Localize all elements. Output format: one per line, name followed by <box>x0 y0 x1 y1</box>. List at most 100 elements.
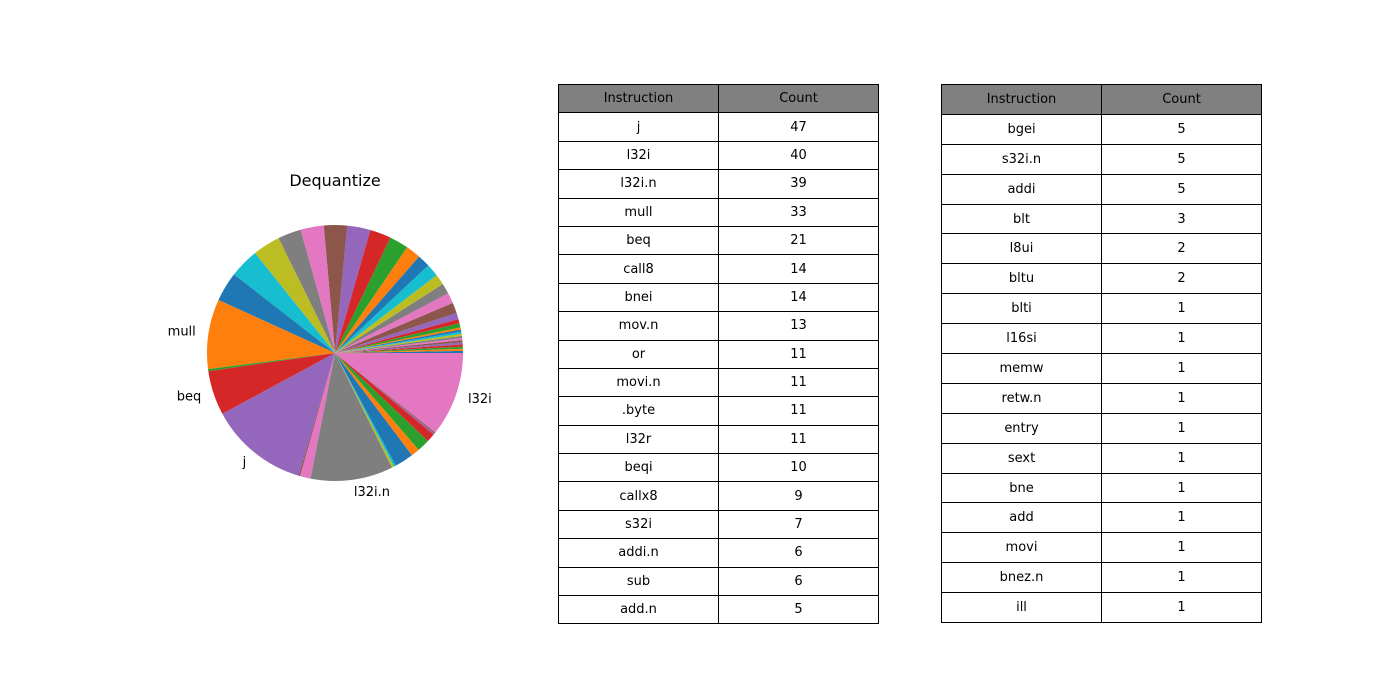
pie-slice <box>335 346 463 353</box>
count-cell: 6 <box>718 538 879 568</box>
pie-slice <box>335 327 461 353</box>
instruction-cell: retw.n <box>941 382 1102 414</box>
table-row: beq 21 <box>558 225 879 256</box>
pie-slice-label: l32i <box>468 392 492 407</box>
count-cell: 1 <box>1101 502 1262 534</box>
pie-chart: Dequantize mull beq j l32i.n l32i <box>168 171 492 501</box>
pie-slice <box>208 353 335 372</box>
table-row: ill 1 <box>941 592 1262 624</box>
instruction-cell: .byte <box>558 396 719 426</box>
table-row: l16si 1 <box>941 323 1262 355</box>
table-row: sub 6 <box>558 566 879 597</box>
pie-slice <box>335 319 460 353</box>
table-row: bgei 5 <box>941 113 1262 145</box>
count-cell: 11 <box>718 367 879 398</box>
table-row: .byte 11 <box>558 396 879 426</box>
count-cell: 1 <box>1101 472 1262 504</box>
pie-slice <box>278 229 335 353</box>
table-row: bltu 2 <box>941 263 1262 295</box>
table-row: addi.n 6 <box>558 538 879 568</box>
instruction-cell: bnez.n <box>941 562 1102 594</box>
pie-slice <box>218 274 335 353</box>
column-header-instruction: Instruction <box>941 84 1102 115</box>
pie-slice <box>222 353 335 476</box>
pie-slice <box>335 353 436 434</box>
instruction-cell: call8 <box>558 254 719 284</box>
pie-slice <box>335 353 463 433</box>
count-cell: 1 <box>1101 562 1262 594</box>
count-cell: 47 <box>718 112 879 142</box>
table-row: sext 1 <box>941 442 1262 474</box>
pie-slice <box>335 353 394 468</box>
pie-slice <box>335 331 462 353</box>
instruction-cell: mull <box>558 197 719 227</box>
count-cell: 7 <box>718 509 879 540</box>
count-cell: 33 <box>718 197 879 227</box>
chart-title: Dequantize <box>289 171 380 190</box>
table-row: call8 14 <box>558 254 879 284</box>
pie-slice <box>335 344 463 353</box>
instruction-cell: l16si <box>941 323 1102 355</box>
table-row: blt 3 <box>941 203 1262 235</box>
pie-slice-label: mull <box>168 325 196 340</box>
instruction-cell: mov.n <box>558 311 719 341</box>
table-row: s32i.n 5 <box>941 143 1262 175</box>
instruction-cell: movi.n <box>558 367 719 398</box>
instruction-cell: movi <box>941 532 1102 564</box>
pie-slice-label: j <box>242 455 247 470</box>
table-row: mull 33 <box>558 197 879 227</box>
pie-slice <box>298 353 335 477</box>
instruction-cell: addi <box>941 173 1102 205</box>
pie-slice <box>335 353 419 456</box>
instruction-cell: j <box>558 112 719 142</box>
table-row: bnez.n 1 <box>941 562 1262 594</box>
instruction-cell: l32i.n <box>558 169 719 199</box>
instruction-cell: or <box>558 339 719 369</box>
pie-labels: mull beq j l32i.n l32i <box>168 325 492 501</box>
count-cell: 14 <box>718 254 879 284</box>
pie-slice <box>335 225 371 353</box>
instruction-cell: l8ui <box>941 233 1102 265</box>
column-header-count: Count <box>718 83 879 114</box>
instruction-cell: bltu <box>941 263 1102 295</box>
pie-slice <box>335 256 429 353</box>
table-row: l32i.n 39 <box>558 169 879 199</box>
count-cell: 10 <box>718 453 879 483</box>
pie-slice <box>335 230 391 353</box>
table-row: or 11 <box>558 339 879 369</box>
table-row: beqi 10 <box>558 453 879 483</box>
pie-slice <box>335 275 443 353</box>
pie-slice <box>310 353 392 482</box>
instruction-cell: ill <box>941 592 1102 624</box>
instruction-cell: callx8 <box>558 481 719 511</box>
instruction-table-right: Instruction Count bgei 5 s32i.n 5 addi 5 blt 3 l… <box>941 84 1262 624</box>
instruction-cell: memw <box>941 353 1102 384</box>
pie-slice <box>233 253 335 353</box>
count-cell: 39 <box>718 169 879 199</box>
instruction-cell: sext <box>941 442 1102 474</box>
table-row: add.n 5 <box>558 595 879 625</box>
pie-slice <box>335 353 435 435</box>
pie-slice <box>335 293 453 353</box>
instruction-cell: l32r <box>558 424 719 455</box>
count-cell: 11 <box>718 424 879 455</box>
instruction-cell: bnei <box>558 282 719 313</box>
instruction-cell: add <box>941 502 1102 534</box>
pie-slice <box>335 342 463 353</box>
pie-slices <box>206 225 463 482</box>
pie-slice <box>255 238 335 353</box>
table-row: movi.n 11 <box>558 367 879 398</box>
pie-slice <box>335 353 396 467</box>
pie-slice <box>335 340 463 353</box>
pie-slice <box>206 300 335 370</box>
table-row: bnei 14 <box>558 282 879 313</box>
instruction-cell: s32i.n <box>941 143 1102 175</box>
count-cell: 9 <box>718 481 879 511</box>
table-row: bne 1 <box>941 472 1262 504</box>
pie-slice <box>335 247 420 353</box>
pie-slice <box>335 237 408 353</box>
count-cell: 1 <box>1101 353 1262 384</box>
instruction-cell: bne <box>941 472 1102 504</box>
pie-slice <box>335 338 463 353</box>
pie-slice <box>300 353 335 479</box>
